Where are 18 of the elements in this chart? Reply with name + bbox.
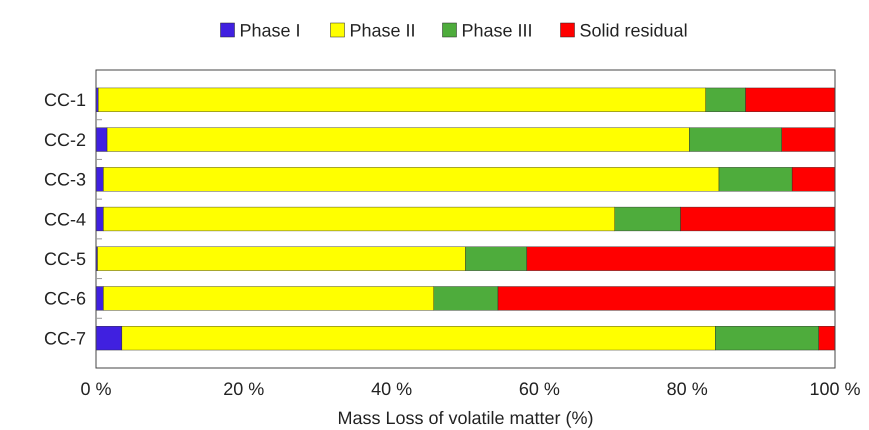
y-tick-label: CC-6	[44, 288, 86, 309]
x-axis-title: Mass Loss of volatile matter (%)	[337, 408, 594, 428]
legend-label: Phase I	[240, 20, 301, 40]
y-tick-label: CC-3	[44, 170, 86, 190]
y-tick-label: CC-1	[44, 90, 86, 110]
x-tick-label: 20 %	[223, 379, 264, 399]
x-tick-label: 100 %	[809, 379, 861, 399]
y-tick-label: CC-2	[44, 130, 86, 150]
y-tick-label: CC-5	[44, 249, 86, 270]
legend-label: Phase II	[350, 20, 416, 40]
x-tick-label: 40 %	[371, 379, 412, 399]
legend-label: Solid residual	[580, 20, 688, 40]
y-tick-label: CC-4	[44, 209, 86, 230]
x-tick-label: 60 %	[518, 379, 560, 399]
x-tick-label: 80 %	[666, 379, 708, 399]
x-tick-label: 0 %	[80, 379, 112, 399]
y-tick-label: CC-7	[44, 328, 86, 348]
legend-label: Phase III	[462, 20, 533, 40]
